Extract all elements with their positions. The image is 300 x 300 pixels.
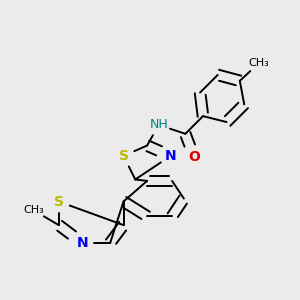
Text: N: N (76, 236, 88, 250)
Text: NH: NH (149, 118, 168, 131)
Text: CH₃: CH₃ (249, 58, 269, 68)
Text: S: S (118, 149, 128, 163)
Text: N: N (165, 149, 176, 163)
Text: S: S (54, 194, 64, 208)
Text: O: O (188, 150, 200, 164)
Text: CH₃: CH₃ (23, 206, 44, 215)
